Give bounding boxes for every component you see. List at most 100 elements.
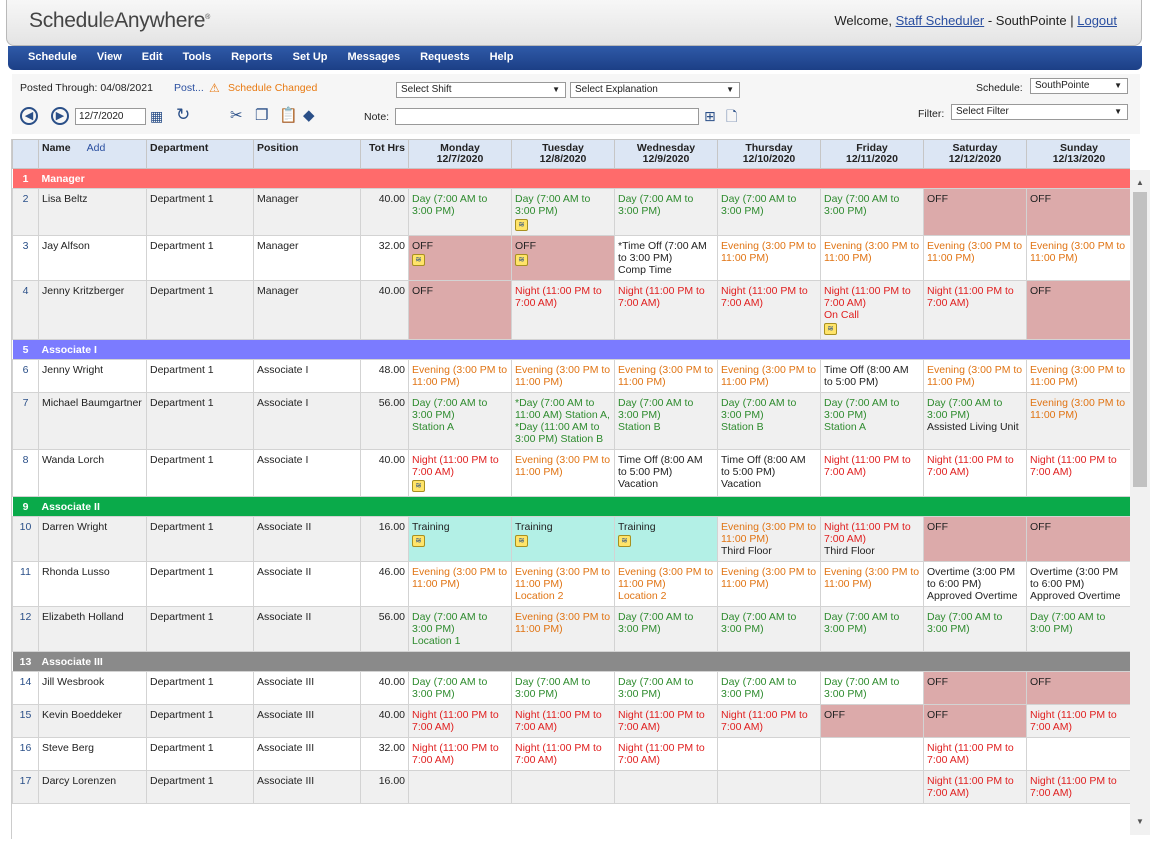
copy-icon[interactable]: ❐ (255, 107, 269, 124)
menu-messages[interactable]: Messages (347, 51, 401, 63)
shift-cell[interactable]: Evening (3:00 PM to 11:00 PM) (717, 359, 821, 393)
menu-schedule[interactable]: Schedule (28, 51, 77, 63)
shift-cell[interactable]: OFF ≋ (511, 235, 615, 281)
add-employee-link[interactable]: Add (86, 142, 106, 154)
shift-cell[interactable]: Night (11:00 PM to 7:00 AM) (717, 280, 821, 340)
shift-cell[interactable]: Day (7:00 AM to 3:00 PM) Station A (408, 392, 512, 450)
shift-cell[interactable]: Night (11:00 PM to 7:00 AM) (614, 737, 718, 771)
shift-cell[interactable]: Night (11:00 PM to 7:00 AM) ≋ (408, 449, 512, 497)
shift-cell[interactable]: Evening (3:00 PM to 11:00 PM) (717, 235, 821, 281)
app-logo[interactable]: ScheduleAnywhere® (29, 9, 210, 33)
shift-cell[interactable]: Evening (3:00 PM to 11:00 PM) (717, 561, 821, 607)
shift-cell[interactable]: Evening (3:00 PM to 11:00 PM) (820, 235, 924, 281)
employee-name[interactable]: Jenny Kritzberger (38, 280, 147, 340)
shift-cell[interactable]: Night (11:00 PM to 7:00 AM) (923, 737, 1027, 771)
shift-cell[interactable]: Night (11:00 PM to 7:00 AM) (614, 704, 718, 738)
note-icon[interactable]: ≋ (412, 480, 425, 492)
tot-hrs-column-header[interactable]: Tot Hrs (360, 139, 409, 169)
employee-row[interactable]: 17 Darcy Lorenzen Department 1 Associate II… (12, 770, 1130, 804)
shift-cell[interactable]: Evening (3:00 PM to 11:00 PM) Third Floor (717, 516, 821, 562)
employee-row[interactable]: 12 Elizabeth Holland Department 1 Associate… (12, 606, 1130, 652)
position-column-header[interactable]: Position (253, 139, 361, 169)
shift-cell[interactable] (820, 737, 924, 771)
shift-cell[interactable]: Training ≋ (511, 516, 615, 562)
refresh-icon[interactable]: ↻ (176, 105, 191, 124)
menu-view[interactable]: View (96, 51, 122, 63)
shift-cell[interactable]: Training ≋ (408, 516, 512, 562)
shift-cell[interactable]: OFF (408, 280, 512, 340)
select-shift-dropdown[interactable]: Select Shift ▼ (396, 82, 566, 98)
day-column-header-friday[interactable]: Friday 12/11/2020 (820, 139, 924, 169)
shift-cell[interactable]: *Day (7:00 AM to 11:00 AM) Station A, *D… (511, 392, 615, 450)
employee-name[interactable]: Kevin Boeddeker (38, 704, 147, 738)
shift-cell[interactable]: Evening (3:00 PM to 11:00 PM) (408, 561, 512, 607)
employee-row[interactable]: 7 Michael Baumgartner Department 1 Associat… (12, 392, 1130, 450)
shift-cell[interactable]: Night (11:00 PM to 7:00 AM) (1026, 704, 1130, 738)
shift-cell[interactable]: Evening (3:00 PM to 11:00 PM) Location 2 (511, 561, 615, 607)
cut-icon[interactable]: ✂ (230, 107, 243, 124)
day-column-header-tuesday[interactable]: Tuesday 12/8/2020 (511, 139, 615, 169)
employee-row[interactable]: 11 Rhonda Lusso Department 1 Associate II 46… (12, 561, 1130, 607)
employee-row[interactable]: 15 Kevin Boeddeker Department 1 Associate I… (12, 704, 1130, 738)
note-input[interactable] (395, 108, 699, 125)
shift-cell[interactable]: Evening (3:00 PM to 11:00 PM) (1026, 359, 1130, 393)
shift-cell[interactable]: Day (7:00 AM to 3:00 PM) (717, 188, 821, 236)
employee-row[interactable]: 10 Darren Wright Department 1 Associate II 1… (12, 516, 1130, 562)
shift-cell[interactable]: OFF (923, 671, 1027, 705)
document-icon[interactable]: 🗋 (726, 108, 738, 124)
employee-name[interactable]: Wanda Lorch (38, 449, 147, 497)
employee-row[interactable]: 3 Jay Alfson Department 1 Manager 32.00 OFF ≋ O… (12, 235, 1130, 281)
shift-cell[interactable]: Evening (3:00 PM to 11:00 PM) (1026, 235, 1130, 281)
shift-cell[interactable]: Night (11:00 PM to 7:00 AM) (408, 737, 512, 771)
employee-row[interactable]: 16 Steve Berg Department 1 Associate III 32.… (12, 737, 1130, 771)
shift-cell[interactable]: Night (11:00 PM to 7:00 AM) (923, 449, 1027, 497)
shift-cell[interactable]: Night (11:00 PM to 7:00 AM) On Call ≋ (820, 280, 924, 340)
shift-cell[interactable]: Day (7:00 AM to 3:00 PM) ≋ (511, 188, 615, 236)
shift-cell[interactable]: OFF ≋ (408, 235, 512, 281)
shift-cell[interactable]: Day (7:00 AM to 3:00 PM) (614, 606, 718, 652)
shift-cell[interactable]: Time Off (8:00 AM to 5:00 PM) Vacation (717, 449, 821, 497)
shift-cell[interactable]: Day (7:00 AM to 3:00 PM) (511, 671, 615, 705)
note-icon[interactable]: ≋ (515, 254, 528, 266)
shift-cell[interactable]: OFF (820, 704, 924, 738)
shift-cell[interactable]: Time Off (8:00 AM to 5:00 PM) Vacation (614, 449, 718, 497)
shift-cell[interactable]: OFF (1026, 671, 1130, 705)
shift-cell[interactable] (408, 770, 512, 804)
logout-link[interactable]: Logout (1077, 13, 1117, 28)
shift-cell[interactable]: Night (11:00 PM to 7:00 AM) (820, 449, 924, 497)
day-column-header-monday[interactable]: Monday 12/7/2020 (408, 139, 512, 169)
shift-cell[interactable]: Day (7:00 AM to 3:00 PM) (820, 671, 924, 705)
shift-cell[interactable]: Night (11:00 PM to 7:00 AM) (511, 704, 615, 738)
menu-help[interactable]: Help (489, 51, 514, 63)
employee-name[interactable]: Elizabeth Holland (38, 606, 147, 652)
note-icon[interactable]: ≋ (515, 219, 528, 231)
shift-cell[interactable]: Evening (3:00 PM to 11:00 PM) (408, 359, 512, 393)
shift-cell[interactable]: Day (7:00 AM to 3:00 PM) (820, 606, 924, 652)
shift-cell[interactable] (820, 770, 924, 804)
filter-dropdown[interactable]: Select Filter ▼ (951, 104, 1128, 120)
shift-cell[interactable]: OFF (1026, 280, 1130, 340)
employee-name[interactable]: Steve Berg (38, 737, 147, 771)
shift-cell[interactable]: Time Off (8:00 AM to 5:00 PM) (820, 359, 924, 393)
shift-cell[interactable] (511, 770, 615, 804)
add-note-icon[interactable]: ⊞ (704, 108, 716, 124)
note-icon[interactable]: ≋ (618, 535, 631, 547)
menu-tools[interactable]: Tools (182, 51, 212, 63)
note-icon[interactable]: ≋ (824, 323, 837, 335)
employee-row[interactable]: 2 Lisa Beltz Department 1 Manager 40.00 Day (… (12, 188, 1130, 236)
shift-cell[interactable]: *Time Off (7:00 AM to 3:00 PM) Comp Time (614, 235, 718, 281)
scroll-up-icon[interactable]: ▲ (1136, 178, 1144, 187)
post-link[interactable]: Post... (174, 82, 204, 94)
shift-cell[interactable]: Day (7:00 AM to 3:00 PM) (923, 606, 1027, 652)
shift-cell[interactable]: Night (11:00 PM to 7:00 AM) (511, 280, 615, 340)
date-input[interactable]: 12/7/2020 (75, 108, 146, 125)
shift-cell[interactable]: Evening (3:00 PM to 11:00 PM) (511, 606, 615, 652)
shift-cell[interactable]: Day (7:00 AM to 3:00 PM) (820, 188, 924, 236)
employee-name[interactable]: Michael Baumgartner (38, 392, 147, 450)
shift-cell[interactable]: Night (11:00 PM to 7:00 AM) (614, 280, 718, 340)
day-column-header-saturday[interactable]: Saturday 12/12/2020 (923, 139, 1027, 169)
vertical-scrollbar[interactable]: ▲ ▼ (1130, 170, 1150, 835)
employee-row[interactable]: 8 Wanda Lorch Department 1 Associate I 40.00… (12, 449, 1130, 497)
menu-reports[interactable]: Reports (231, 51, 273, 63)
shift-cell[interactable]: Night (11:00 PM to 7:00 AM) (511, 737, 615, 771)
